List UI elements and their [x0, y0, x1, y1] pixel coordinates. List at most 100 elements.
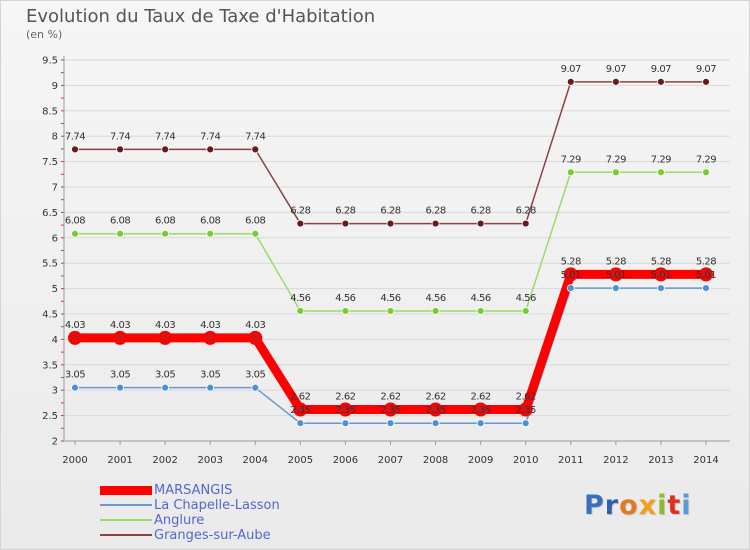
x-tick-label: 2000: [62, 455, 87, 466]
data-label: 6.28: [425, 206, 445, 217]
data-label: 6.28: [335, 206, 355, 217]
y-tick-label: 7.5: [42, 157, 58, 168]
data-label: 4.03: [65, 320, 85, 331]
data-point: [71, 383, 79, 392]
data-point: [161, 383, 170, 392]
x-tick-label: 2006: [333, 455, 358, 466]
legend-label: Granges-sur-Aube: [154, 528, 271, 543]
data-point: [702, 77, 710, 86]
data-point: [251, 145, 260, 154]
data-point: [251, 229, 260, 238]
data-point: [161, 229, 170, 238]
y-tick-label: 4: [52, 335, 58, 346]
data-point: [521, 219, 530, 228]
data-label: 6.08: [155, 216, 175, 227]
x-tick-label: 2011: [558, 455, 583, 466]
data-point: [161, 145, 170, 154]
y-tick-label: 3: [52, 386, 58, 397]
data-label: 5.28: [696, 256, 716, 267]
data-point: [293, 402, 308, 417]
logo-letter: x: [638, 490, 658, 521]
data-label: 5.28: [606, 256, 626, 267]
data-point: [566, 77, 575, 86]
data-point: [518, 402, 533, 417]
data-point: [608, 267, 623, 282]
x-tick-label: 2009: [468, 455, 493, 466]
data-label: 6.08: [200, 216, 220, 227]
data-label: 4.56: [425, 293, 445, 304]
data-point: [431, 219, 440, 228]
y-tick-label: 5.5: [42, 259, 58, 270]
data-label: 2.35: [380, 405, 400, 416]
data-point: [702, 168, 710, 177]
x-tick-label: 2004: [243, 455, 268, 466]
data-label: 7.74: [245, 131, 265, 142]
data-label: 6.08: [110, 216, 130, 227]
data-label: 9.07: [561, 64, 581, 75]
x-tick-label: 2010: [513, 455, 538, 466]
data-label: 6.28: [471, 206, 491, 217]
data-label: 5.28: [651, 256, 671, 267]
data-label: 4.56: [335, 293, 355, 304]
logo-letter: i: [681, 490, 692, 521]
data-point: [71, 145, 79, 154]
data-label: 4.03: [110, 320, 130, 331]
proxiti-logo: Proxiti: [584, 490, 692, 521]
data-point: [116, 229, 124, 238]
y-tick-label: 3.5: [42, 360, 58, 371]
data-point: [116, 383, 124, 392]
data-label: 4.03: [200, 320, 220, 331]
legend-swatch: [100, 519, 152, 521]
x-tick-label: 2013: [648, 455, 673, 466]
data-label: 7.74: [200, 131, 220, 142]
data-point: [657, 284, 665, 292]
legend-label: La Chapelle-Lasson: [154, 498, 280, 513]
data-label: 7.74: [65, 131, 85, 142]
data-label: 3.05: [200, 370, 220, 381]
data-point: [386, 307, 395, 315]
data-point: [566, 168, 575, 177]
data-point: [566, 284, 575, 292]
data-label: 4.03: [155, 320, 175, 331]
data-point: [251, 383, 260, 392]
data-label: 6.28: [380, 206, 400, 217]
data-point: [476, 419, 485, 428]
data-label: 2.62: [335, 392, 355, 403]
logo-letter: i: [657, 490, 668, 521]
data-label: 7.29: [606, 154, 626, 165]
y-tick-label: 9.5: [42, 56, 58, 67]
y-tick-label: 4.5: [42, 310, 58, 321]
data-label: 5.01: [651, 270, 671, 281]
data-label: 6.28: [290, 206, 310, 217]
x-tick-label: 2012: [603, 455, 628, 466]
x-tick-label: 2005: [288, 455, 313, 466]
data-point: [68, 330, 82, 345]
y-tick-label: 6.5: [42, 208, 58, 219]
data-point: [611, 77, 620, 86]
data-label: 7.29: [651, 154, 671, 165]
data-label: 7.74: [155, 131, 175, 142]
data-label: 2.35: [425, 405, 445, 416]
logo-letter: r: [604, 490, 620, 521]
data-label: 4.56: [290, 293, 310, 304]
data-point: [296, 307, 305, 315]
y-tick-label: 8: [52, 132, 58, 143]
data-point: [431, 419, 440, 428]
data-point: [476, 219, 485, 228]
data-point: [521, 307, 530, 315]
data-label: 5.01: [696, 270, 716, 281]
data-point: [521, 419, 530, 428]
chart-title: Evolution du Taux de Taxe d'Habitation: [26, 6, 376, 27]
data-label: 2.62: [471, 392, 491, 403]
legend-swatch: [100, 504, 152, 506]
data-point: [341, 219, 350, 228]
data-label: 5.01: [561, 270, 581, 281]
data-label: 2.62: [380, 392, 400, 403]
data-point: [158, 330, 173, 345]
legend-swatch: [100, 486, 152, 495]
data-point: [386, 219, 395, 228]
data-point: [383, 402, 398, 417]
x-tick-label: 2008: [423, 455, 448, 466]
data-point: [611, 168, 620, 177]
